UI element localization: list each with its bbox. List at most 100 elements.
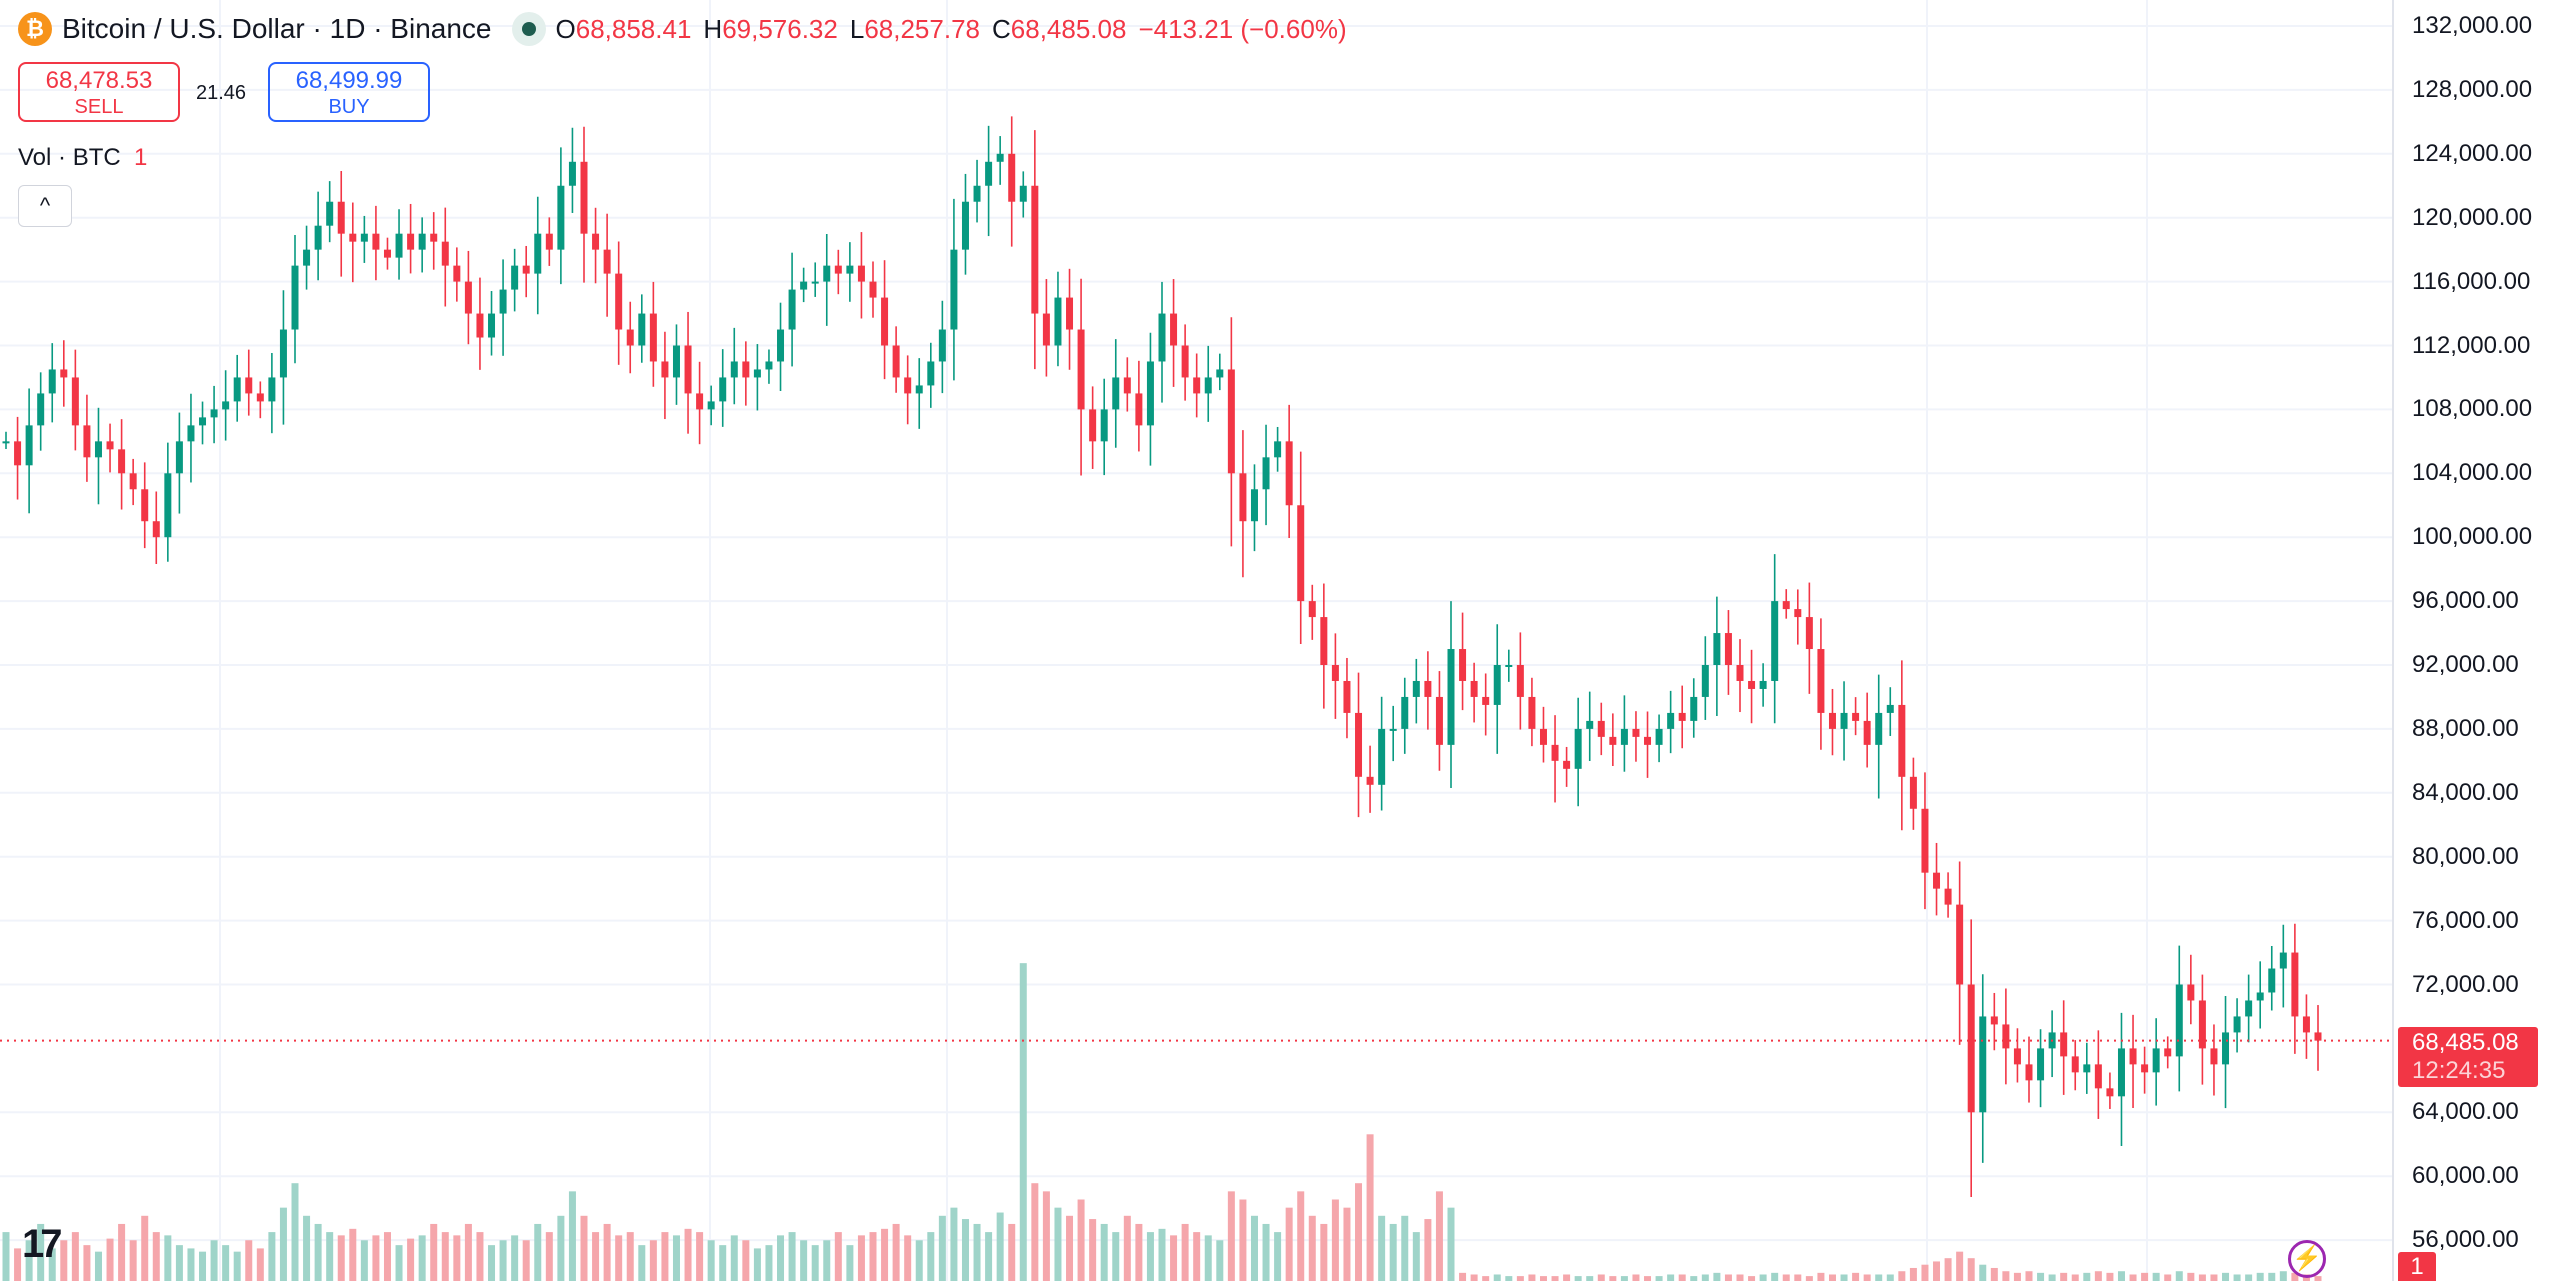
volume-bar [118,1223,126,1281]
volume-bar [869,1232,877,1281]
volume-bar [1389,1223,1397,1281]
symbol-title[interactable]: Bitcoin / U.S. Dollar · 1D · Binance [62,13,492,44]
candle-body [1863,720,1871,745]
price-axis-label: 120,000.00 [2412,203,2533,231]
candle-body [2175,984,2183,1057]
candle-body [1967,984,1975,1113]
volume-bar [1227,1191,1235,1281]
volume-bar [1123,1215,1131,1281]
volume-bar [129,1240,137,1281]
candle-body [2256,992,2264,1001]
candle-body [1748,680,1756,689]
candle-body [1886,704,1894,713]
candle-body [846,265,854,274]
candle-body [1447,649,1455,745]
candle-body [1944,888,1952,905]
volume-bar [1828,1274,1836,1281]
volume-bar [1655,1276,1663,1281]
volume-bar [2037,1272,2045,1281]
candle-body [1933,872,1941,889]
ohlc-values: O68,858.41 H69,576.32 L68,257.78 C68,485… [555,13,1347,44]
volume-legend[interactable]: Vol · BTC 1 [18,144,148,171]
volume-bar [60,1240,68,1281]
candle-body [534,233,542,274]
price-axis-label: 128,000.00 [2412,75,2533,103]
volume-bar [1089,1219,1097,1281]
volume-bar [1054,1207,1062,1281]
tradingview-logo[interactable]: 17 [22,1222,62,1266]
candle-body [1262,457,1270,490]
volume-bar [1771,1272,1779,1281]
volume-bar [372,1235,380,1281]
candle-body [118,449,126,474]
volume-bar [1667,1274,1675,1281]
volume-bar [1216,1240,1224,1281]
volume-bar [430,1223,438,1281]
volume-bar [1331,1199,1339,1281]
candle-body [106,441,114,450]
candle-body [1112,377,1120,410]
volume-bar [615,1235,623,1281]
volume-bar [499,1240,507,1281]
candle-body [1828,712,1836,729]
volume-bar [1956,1251,1964,1281]
volume-bar [326,1232,334,1281]
candle-body [545,233,553,250]
candle-body [349,233,357,242]
candle-body [268,377,276,402]
collapse-legend-button[interactable]: ^ [18,185,72,227]
volume-bar [800,1240,808,1281]
candle-body [996,153,1004,162]
volume-bar [649,1240,657,1281]
candle-body [453,265,461,282]
volume-bar [1320,1223,1328,1281]
volume-bar [1262,1223,1270,1281]
candle-body [765,361,773,370]
candle-body [2152,1048,2160,1073]
candle-body [476,313,484,338]
volume-bar [1701,1274,1709,1281]
sell-button[interactable]: 68,478.53 SELL [18,62,180,122]
buy-button[interactable]: 68,499.99 BUY [268,62,430,122]
volume-bar [2152,1272,2160,1281]
candle-body [788,289,796,330]
volume-bar [580,1215,588,1281]
volume-bar [1863,1274,1871,1281]
volume-bar [1875,1274,1883,1281]
candle-body [303,249,311,266]
volume-bar [2187,1272,2195,1281]
volume-bar [1042,1191,1050,1281]
candle-body [892,345,900,378]
price-axis-label: 96,000.00 [2412,587,2519,615]
candle-body [2141,1064,2149,1073]
candle-body [1539,728,1547,745]
volume-bar [511,1235,519,1281]
candle-body [372,233,380,250]
candle-body [279,329,287,378]
candle-body [1713,633,1721,665]
candle-body [915,385,923,394]
candle-body [1759,680,1767,689]
lightning-icon[interactable]: ⚡ [2288,1240,2326,1278]
volume-bar [534,1223,542,1281]
volume-bar [1285,1207,1293,1281]
volume-bar [696,1232,704,1281]
candle-body [1054,297,1062,346]
candle-body [1077,329,1085,410]
candle-body [961,201,969,250]
candle-body [1528,696,1536,729]
volume-bar [1170,1235,1178,1281]
candle-body [1019,185,1027,202]
volume-bar [1493,1274,1501,1281]
candle-body [164,473,172,538]
candle-body [291,265,299,330]
volume-bar [175,1245,183,1281]
candle-body [1990,1016,1998,1025]
candle-body [1597,720,1605,737]
volume-bar [2164,1274,2172,1281]
volume-bar [788,1232,796,1281]
volume-bar [2268,1272,2276,1281]
market-status-icon[interactable] [511,12,546,46]
volume-bar [1921,1264,1929,1281]
